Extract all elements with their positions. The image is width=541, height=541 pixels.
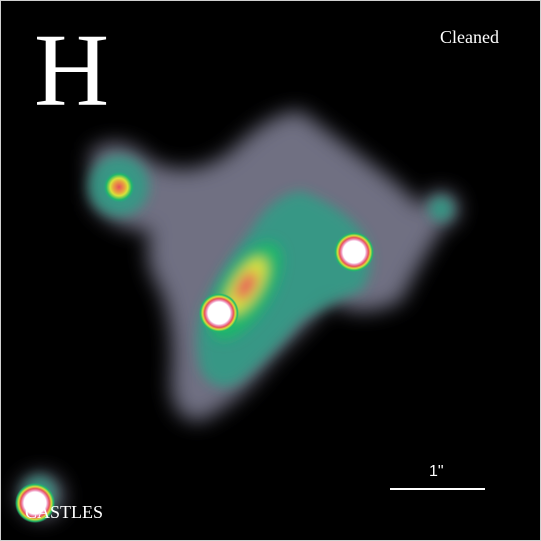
scale-bar-label: 1" bbox=[429, 463, 444, 480]
processing-label: Cleaned bbox=[440, 27, 499, 47]
satellite-knot bbox=[103, 171, 135, 203]
field-star bbox=[15, 483, 55, 523]
band-label: H bbox=[34, 13, 110, 128]
credit-label: CASTLES bbox=[25, 502, 104, 522]
scale-bar bbox=[390, 488, 485, 490]
quasar-image-a bbox=[334, 232, 374, 272]
quasar-image-b bbox=[199, 293, 239, 333]
